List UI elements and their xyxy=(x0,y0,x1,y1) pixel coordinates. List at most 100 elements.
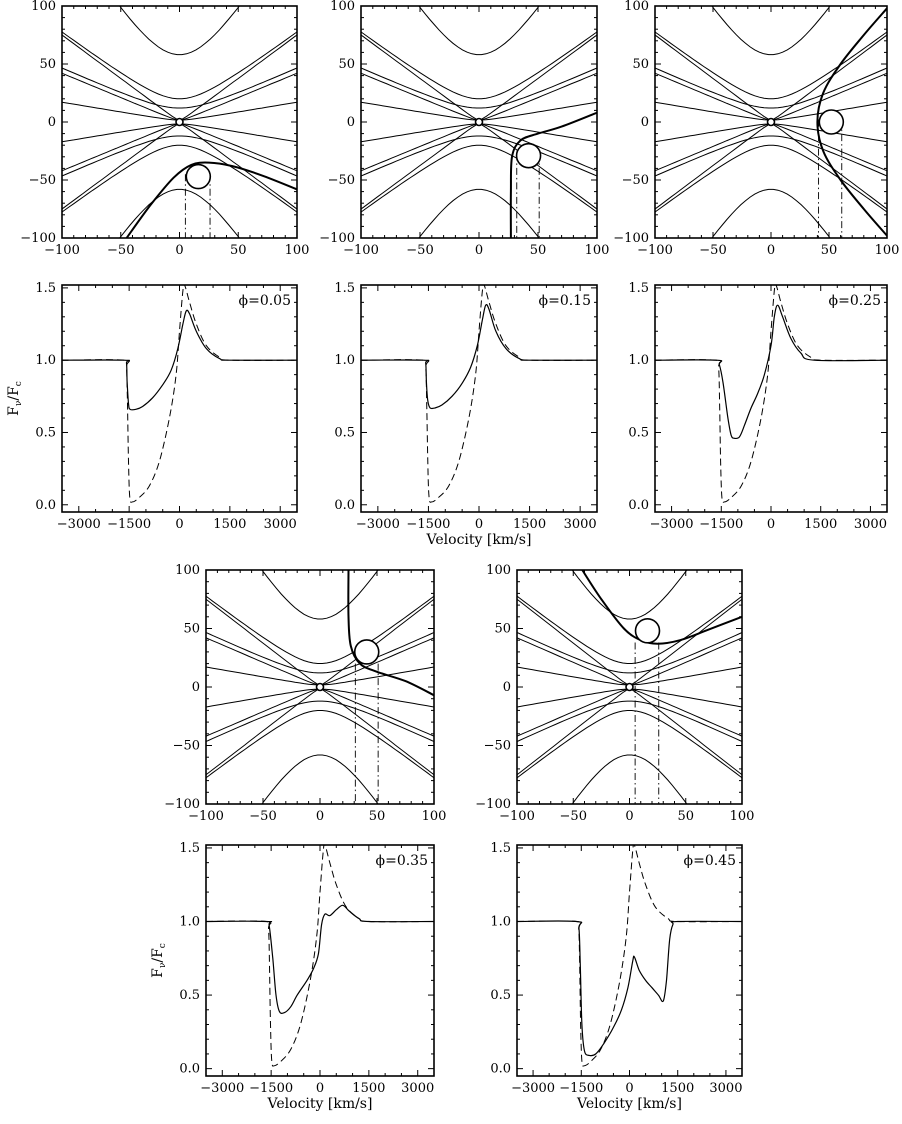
geometry-plot-area xyxy=(206,570,434,804)
profile-ytick-label: 0.5 xyxy=(490,988,511,1003)
geometry-xtick-label: 0 xyxy=(475,243,483,258)
profile-xtick-label: −1500 xyxy=(107,517,151,532)
wind-streamline xyxy=(711,188,831,238)
geometry-ytick-label: −100 xyxy=(475,797,511,812)
profile-xtick-label: 3000 xyxy=(564,517,597,532)
profile-plot-area xyxy=(517,845,742,1067)
geometry-xtick-label: 100 xyxy=(422,809,447,824)
wind-streamline xyxy=(655,144,887,213)
profile-ytick-label: 1.0 xyxy=(35,353,56,368)
geometry-xtick-label: 50 xyxy=(230,243,247,258)
profile-xtick-label: 3000 xyxy=(264,517,297,532)
wind-streamline xyxy=(361,124,597,210)
wind-streamline xyxy=(517,666,742,686)
geometry-xtick-label: −100 xyxy=(499,809,535,824)
phase-label: ϕ=0.35 xyxy=(376,853,428,869)
profile-panel-4: −3000 −1500 0 1500 3000 0.0 0.5 1.0 1.5 ϕ=0.35 Fν/… xyxy=(150,841,435,1112)
profile-xtick-label: −1500 xyxy=(249,1081,293,1096)
wind-streamline xyxy=(655,123,887,143)
profile-xtick-label: 0 xyxy=(175,517,183,532)
profile-frame xyxy=(205,844,435,1077)
geometry-xtick-label: −50 xyxy=(699,243,726,258)
wind-streamline xyxy=(206,688,434,737)
geometry-plot-area xyxy=(62,6,297,238)
geometry-panel-5: −100 −50 0 50 100 −100 −50 0 50 100 xyxy=(475,563,754,824)
profile-frame xyxy=(654,284,888,513)
geometry-xtick-label: 0 xyxy=(175,243,183,258)
geometry-plot-area xyxy=(361,6,597,238)
wind-streamline xyxy=(711,6,831,56)
geometry-panel-4: −100 −50 0 50 100 −100 −50 0 50 100 xyxy=(164,563,447,824)
profile-ytick-label: 0.5 xyxy=(334,425,355,440)
x-axis-title: Velocity [km/s] xyxy=(426,532,532,548)
wind-streamline xyxy=(517,700,742,743)
geometry-ytick-label: 50 xyxy=(183,622,200,637)
profile-xtick-label: 1500 xyxy=(513,517,546,532)
shock-front xyxy=(125,161,297,238)
profile-ytick-label: 1.5 xyxy=(35,281,56,296)
geometry-xtick-label: 50 xyxy=(821,243,838,258)
profile-solid-line xyxy=(361,303,597,410)
profile-xtick-label: 3000 xyxy=(854,517,887,532)
phase-label: ϕ=0.05 xyxy=(239,293,291,309)
profile-xtick-label: 1500 xyxy=(804,517,837,532)
profile-panel-5: −3000 −1500 0 1500 3000 0.0 0.5 1.0 1.5 ϕ=0.45 Vel… xyxy=(490,841,743,1112)
profile-dashed-line xyxy=(361,285,597,503)
wind-streamline xyxy=(62,31,297,100)
companion-star xyxy=(185,163,212,190)
wind-streamline xyxy=(418,188,540,238)
profile-xtick-label: 1500 xyxy=(661,1081,694,1096)
wind-streamline xyxy=(517,689,742,776)
profile-xtick-label: 3000 xyxy=(401,1081,434,1096)
wind-streamline xyxy=(206,688,434,708)
geometry-ytick-label: 50 xyxy=(39,57,56,72)
profile-ytick-label: 0.0 xyxy=(179,1062,200,1077)
profile-ytick-label: 0.0 xyxy=(334,498,355,513)
geometry-xtick-label: 100 xyxy=(285,243,310,258)
profile-xtick-label: −1500 xyxy=(559,1081,603,1096)
wind-streamline xyxy=(62,144,297,213)
wind-streamline xyxy=(655,101,887,121)
profile-dashed-line xyxy=(62,285,297,503)
geometry-xtick-label: 100 xyxy=(585,243,610,258)
geometry-xtick-label: 50 xyxy=(677,809,694,824)
geometry-xtick-label: 0 xyxy=(767,243,775,258)
wind-streamline xyxy=(206,710,434,779)
profile-ytick-label: 1.0 xyxy=(334,353,355,368)
geometry-ytick-label: −50 xyxy=(622,173,649,188)
wind-streamline xyxy=(655,67,887,109)
y-axis-title: Fν/Fc xyxy=(6,381,24,416)
profile-xtick-label: −3000 xyxy=(511,1081,555,1096)
geometry-ytick-label: −100 xyxy=(164,797,200,812)
profile-ytick-label: 1.5 xyxy=(490,841,511,856)
profile-panel-3: −3000 −1500 0 1500 3000 0.0 0.5 1.0 1.5 ϕ=0.25 xyxy=(628,281,888,532)
wind-streamline xyxy=(361,31,597,100)
wind-streamline xyxy=(655,135,887,177)
geometry-ytick-label: −100 xyxy=(20,231,56,246)
profile-ytick-label: 0.5 xyxy=(35,425,56,440)
profile-xtick-label: 1500 xyxy=(213,517,246,532)
geometry-ytick-label: 0 xyxy=(503,680,511,695)
wind-streamline xyxy=(361,144,597,213)
profile-ytick-label: 0.0 xyxy=(35,498,56,513)
geometry-panel-1: −100 −50 0 50 100 −100 −50 0 50 100 xyxy=(20,0,310,258)
wind-streamline xyxy=(206,700,434,743)
profile-xtick-label: −3000 xyxy=(57,517,101,532)
profile-panel-2: −3000 −1500 0 1500 3000 0.0 0.5 1.0 1.5 ϕ=0.15 Vel… xyxy=(334,281,598,548)
wind-streamline xyxy=(119,188,241,238)
profile-ytick-label: 1.0 xyxy=(490,915,511,930)
companion-star xyxy=(515,142,542,169)
geometry-xtick-label: −100 xyxy=(637,243,673,258)
profile-frame xyxy=(516,844,743,1077)
wind-streamline xyxy=(517,598,742,685)
profile-ytick-label: 0.0 xyxy=(490,1062,511,1077)
geometry-ytick-label: 50 xyxy=(632,57,649,72)
wind-streamline xyxy=(206,689,434,776)
wind-streamline xyxy=(62,123,297,143)
profile-plot-area xyxy=(206,845,434,1067)
shock-front xyxy=(347,570,434,697)
profile-frame xyxy=(360,284,598,513)
shock-front xyxy=(581,570,742,645)
geometry-xtick-label: 50 xyxy=(369,809,386,824)
wind-streamline xyxy=(418,6,540,56)
